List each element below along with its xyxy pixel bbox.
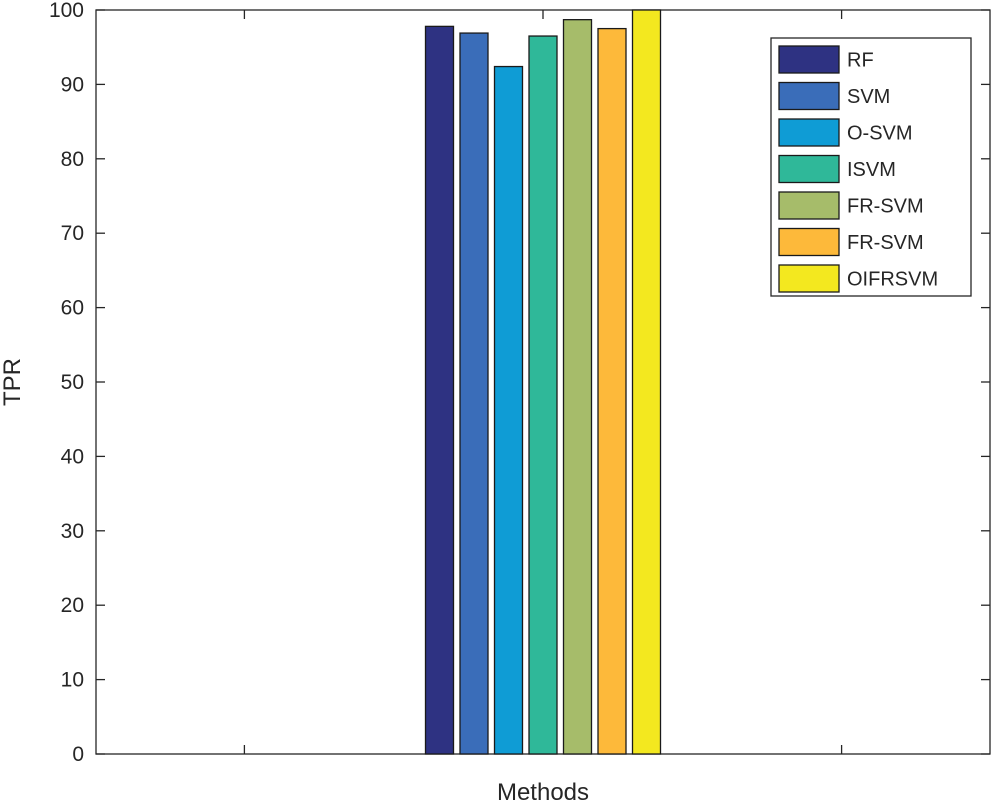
legend-swatch-fr-svm-4 [778, 191, 840, 220]
y-tick-label: 70 [61, 222, 84, 245]
legend-label-isvm-3: ISVM [847, 159, 896, 181]
y-tick-label: 10 [61, 669, 84, 692]
legend-label-rf-0: RF [847, 50, 874, 72]
legend-swatch-rf-0 [778, 45, 840, 74]
legend-swatch-o-svm-2 [778, 118, 840, 147]
y-axis-label: TPR [0, 358, 26, 406]
legend-swatch-isvm-3 [778, 154, 840, 184]
legend-swatch-oifrsvm-6 [778, 264, 840, 293]
bar-svm-1 [459, 32, 489, 755]
legend: RF SVM O-SVM ISVM FR-SVM FR-SVM OIFRSVM [770, 37, 972, 297]
bar-fr-svm-5 [597, 27, 627, 755]
y-tick-label: 80 [61, 148, 84, 171]
legend-swatch-svm-1 [778, 81, 840, 111]
bar-oifrsvm-6 [631, 9, 662, 755]
y-tick-label: 50 [61, 371, 84, 394]
bar-rf-0 [424, 25, 455, 755]
bar-fr-svm-4 [562, 19, 593, 755]
legend-label-fr-svm-5: FR-SVM [847, 232, 924, 254]
legend-label-oifrsvm-6: OIFRSVM [847, 269, 938, 291]
bar-isvm-3 [528, 35, 558, 755]
legend-label-fr-svm-4: FR-SVM [847, 196, 924, 218]
y-tick-label: 60 [61, 297, 84, 320]
y-axis-ticks: 0 10 20 30 40 50 60 70 80 90 100 [49, 0, 990, 766]
y-tick-label: 100 [49, 0, 84, 22]
legend-label-o-svm-2: O-SVM [847, 123, 913, 145]
y-tick-label: 30 [61, 520, 84, 543]
legend-label-svm-1: SVM [847, 86, 890, 108]
y-tick-label: 90 [61, 73, 84, 96]
y-tick-label: 0 [72, 743, 84, 766]
y-tick-label: 40 [61, 445, 84, 468]
y-tick-label: 20 [61, 594, 84, 617]
legend-swatch-fr-svm-5 [778, 227, 840, 257]
bars [424, 9, 662, 755]
x-axis-label: Methods [497, 779, 589, 802]
bar-o-svm-2 [493, 65, 524, 755]
